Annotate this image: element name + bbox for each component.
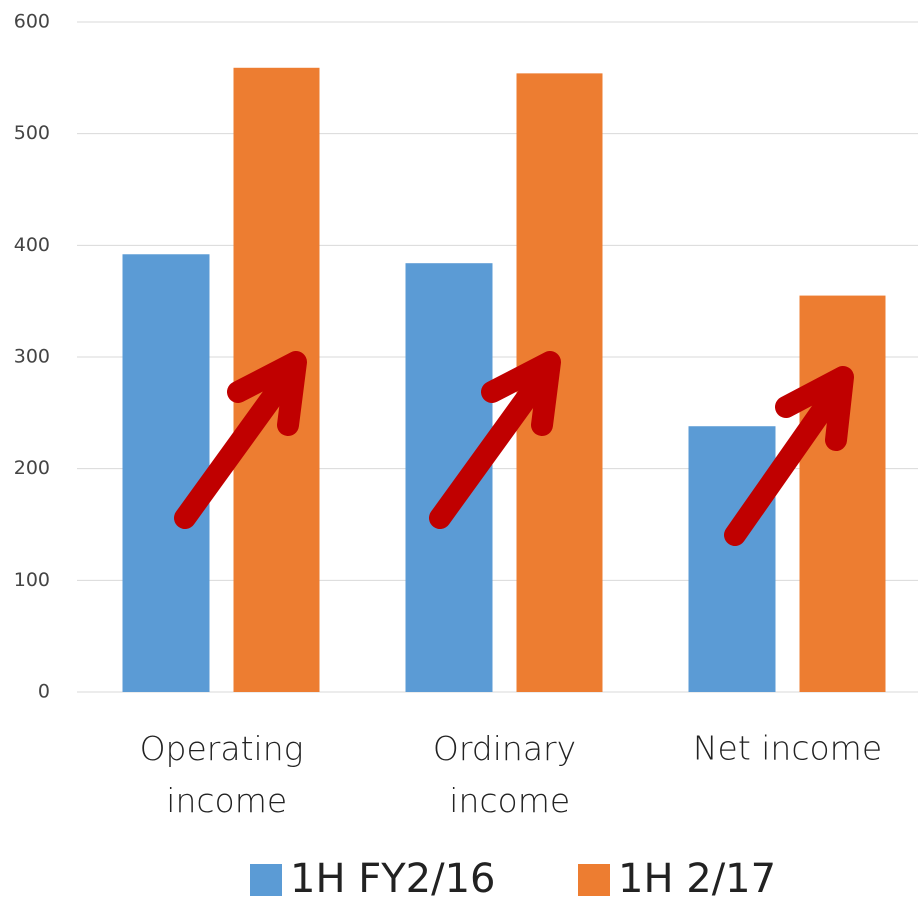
bar	[799, 295, 886, 692]
arrow-head	[227, 351, 307, 436]
x-tick-label: Operating income	[140, 729, 304, 820]
y-tick-label: 600	[14, 11, 50, 33]
arrow	[724, 374, 851, 546]
legend-label: 1H FY2/16	[290, 856, 496, 898]
x-tick-label: Net income	[693, 729, 882, 768]
arrow-head	[775, 366, 854, 451]
x-tick-label: Ordinary income	[433, 729, 576, 820]
y-tick-label: 200	[14, 457, 50, 479]
bar	[122, 254, 210, 692]
arrow	[174, 359, 303, 529]
bar	[688, 426, 776, 692]
arrows	[174, 351, 854, 546]
y-tick-label: 500	[14, 122, 50, 144]
y-tick-label: 400	[14, 234, 50, 256]
y-tick-label: 100	[14, 569, 50, 591]
y-tick-label: 300	[14, 346, 50, 368]
arrow	[429, 359, 558, 529]
legend-swatch	[250, 864, 282, 896]
y-tick-label: 0	[38, 681, 50, 703]
legend-label: 1H 2/17	[618, 856, 776, 898]
arrow-head	[481, 351, 561, 436]
legend-swatch	[578, 864, 610, 896]
